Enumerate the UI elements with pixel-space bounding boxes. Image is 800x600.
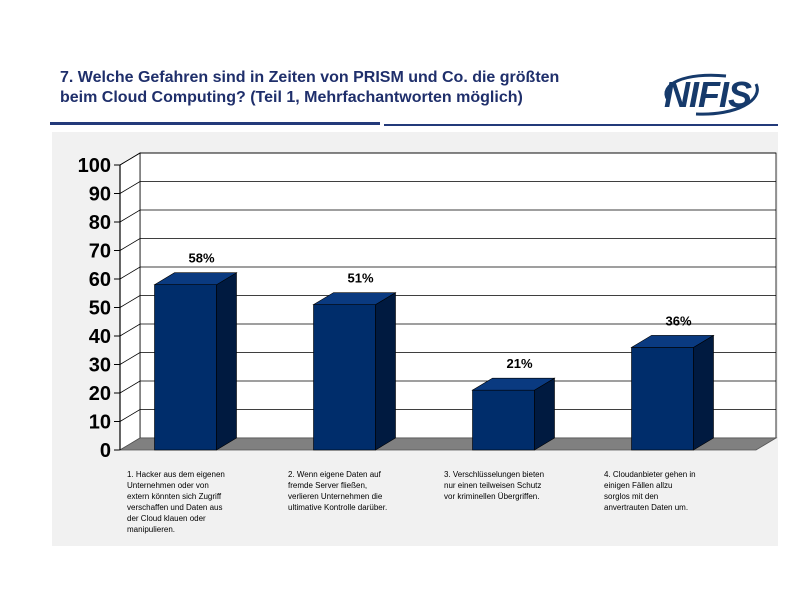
data-label: 58% [188,251,214,266]
y-tick-label: 10 [89,412,111,434]
y-tick-label: 90 [89,184,111,206]
bar-front [472,389,535,451]
header-rule-right [384,124,778,126]
x-category-label-line: verschaffen und Daten aus [127,503,223,512]
y-tick-label: 0 [100,440,111,462]
bar-chart: 0 10 20 30 40 50 60 70 80 90 100 58% 51% 21% 36% [78,152,778,462]
gridline [119,209,776,223]
gridline [119,409,776,422]
data-label: 51% [347,271,373,286]
x-category-label: 4. Cloudanbieter gehen in einigen Fällen … [604,469,744,513]
y-tick-label: 20 [89,383,111,405]
bar-side [693,334,714,451]
x-category-label-line: verlieren Unternehmen die [288,492,383,501]
bar-top [630,335,715,348]
gridline [119,181,776,194]
x-category-label-line: sorglos mit den [604,492,659,501]
chart-title: 7. Welche Gefahren sind in Zeiten von PR… [60,68,640,108]
bar-front [154,284,217,451]
data-label: 36% [665,313,691,328]
bar-top [312,292,397,305]
bar-top [471,377,556,391]
y-tick-label: 60 [89,269,111,291]
x-category-label-line: manipulieren. [127,525,176,534]
y-tick-label: 40 [89,326,111,348]
x-category-label: 3. Verschlüsselungen bieten nur einen tei… [444,469,584,502]
title-line-2: beim Cloud Computing? (Teil 1, Mehrfacha… [60,89,523,106]
chart-panel: 0 10 20 30 40 50 60 70 80 90 100 58% 51% 21% 36% 1. Ha… [52,132,778,546]
x-category-label-line: ultimative Kontrolle darüber. [288,503,388,512]
x-category-label-line: extern könnten sich Zugriff [127,492,222,501]
chart-floor [118,437,778,451]
x-category-label-line: nur einen teilweisen Schutz [444,481,542,490]
logo-swoosh-icon [664,73,759,116]
x-category-label: 2. Wenn eigene Daten auf fremde Server fl… [288,469,428,513]
bar-top [153,272,238,285]
title-line-1: 7. Welche Gefahren sind in Zeiten von PR… [60,69,560,86]
x-category-label: 1. Hacker aus dem eigenen Unternehmen ode… [127,469,267,535]
bar-front [631,347,694,451]
y-tick-label: 80 [89,212,111,234]
x-category-label-line: 3. Verschlüsselungen bieten [444,470,545,479]
nifis-logo: NIFIS [656,70,766,116]
bar-side [375,292,396,451]
logo-text: NIFIS [664,74,752,115]
gridline [119,380,776,394]
bar-side [534,377,555,451]
gridline [119,352,776,365]
gridline [119,238,776,251]
gridline [119,323,776,337]
header-rule-left [50,122,380,125]
y-tick-label: 50 [89,298,111,320]
x-category-label-line: 1. Hacker aus dem eigenen [127,470,225,479]
data-label: 21% [506,356,532,371]
x-category-label-line: 2. Wenn eigene Daten auf [288,470,381,479]
x-category-label-line: Unternehmen oder von [127,481,209,490]
x-category-label-line: einigen Fällen allzu [604,481,673,490]
y-tick-label: 30 [89,355,111,377]
x-category-label-line: vor kriminellen Übergriffen. [444,492,540,501]
x-category-label-line: fremde Server fließen, [288,481,368,490]
x-category-label-line: anvertrauten Daten um. [604,503,689,512]
x-category-label-line: der Cloud klauen oder [127,514,206,523]
bar-side [216,272,237,451]
y-tick-label: 100 [78,155,111,177]
x-category-label-line: 4. Cloudanbieter gehen in [604,470,696,479]
gridline [119,295,776,308]
gridline [119,266,776,280]
gridline [119,152,776,166]
y-tick-label: 70 [89,241,111,263]
bar-front [313,304,376,451]
